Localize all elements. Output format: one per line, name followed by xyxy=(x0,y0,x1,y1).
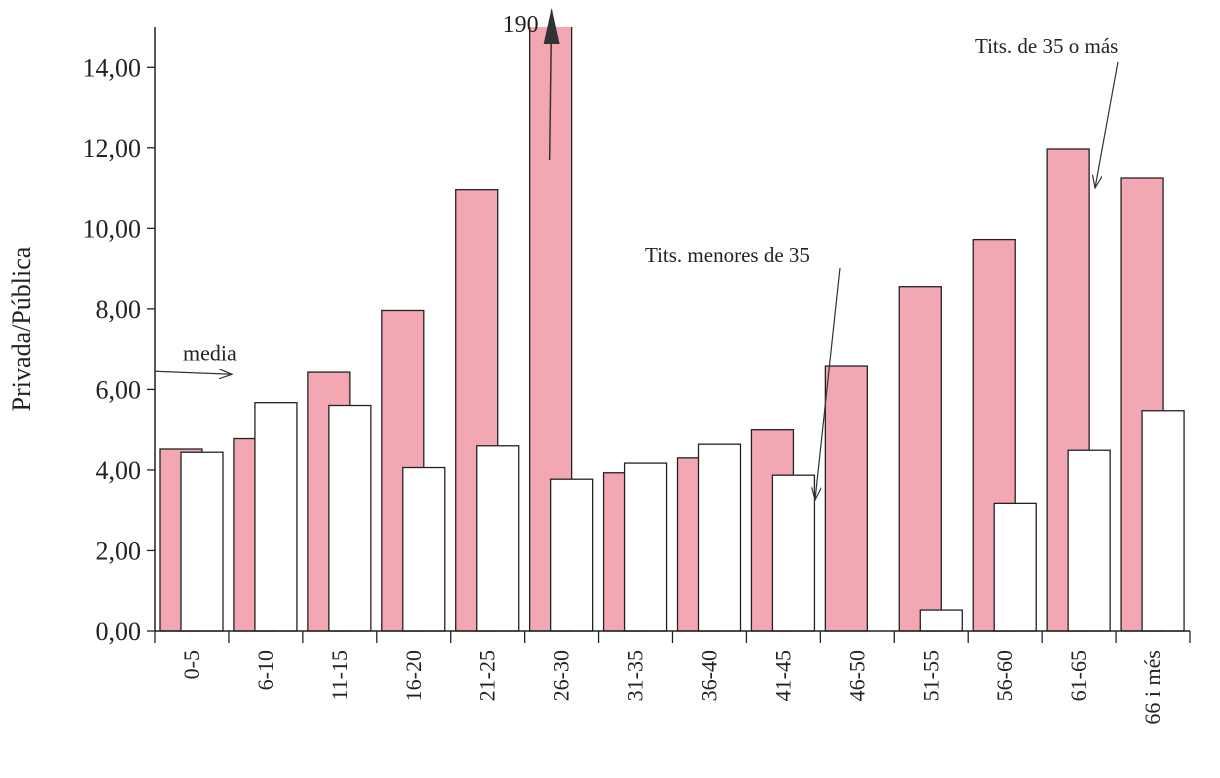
annotation-arrow xyxy=(1095,61,1119,188)
x-tick-label: 11-15 xyxy=(327,650,352,701)
mean-label: media xyxy=(183,340,237,365)
x-tick-label: 36-40 xyxy=(696,650,721,701)
bar xyxy=(771,474,816,632)
plot-area xyxy=(159,27,1185,632)
x-tick-label: 6-10 xyxy=(253,650,278,690)
offscale-arrow xyxy=(543,8,560,161)
y-tick-label: 12,00 xyxy=(83,134,142,163)
bar xyxy=(402,466,446,632)
y-tick-label: 0,00 xyxy=(96,617,142,646)
y-tick-label: 4,00 xyxy=(96,456,142,485)
x-tick-label: 51-55 xyxy=(918,650,943,701)
bar xyxy=(1141,410,1185,632)
x-tick-label: 26-30 xyxy=(549,650,574,701)
bar xyxy=(993,502,1037,632)
bar xyxy=(254,402,298,632)
bar xyxy=(919,609,963,632)
y-tick-label: 2,00 xyxy=(96,536,142,565)
y-tick-label: 14,00 xyxy=(83,53,142,82)
bar xyxy=(1067,449,1111,632)
x-tick-label: 41-45 xyxy=(770,650,795,701)
y-tick-label: 8,00 xyxy=(96,295,142,324)
bar xyxy=(328,404,372,632)
bar xyxy=(180,451,224,632)
bar xyxy=(697,443,742,632)
value-label: 190 xyxy=(503,12,539,38)
y-tick-label: 10,00 xyxy=(83,214,142,243)
x-tick-label: 56-60 xyxy=(992,650,1017,701)
mean-arrow xyxy=(154,371,232,374)
x-tick-label: 66 i més xyxy=(1140,650,1165,725)
x-tick-label: 16-20 xyxy=(401,650,426,701)
bar xyxy=(476,445,520,632)
x-tick-label: 46-50 xyxy=(844,650,869,701)
bar xyxy=(898,286,942,632)
bar xyxy=(824,365,869,632)
bar xyxy=(549,478,594,632)
x-tick-label: 61-65 xyxy=(1066,650,1091,701)
annotation-arrow xyxy=(815,267,841,500)
y-axis-label: Privada/Pública xyxy=(7,246,36,411)
series-annotation: Tits. de 35 o más xyxy=(975,34,1118,58)
x-tick-label: 21-25 xyxy=(475,650,500,701)
bar xyxy=(623,462,668,632)
series-annotation: Tits. menores de 35 xyxy=(645,243,810,267)
x-tick-label: 0-5 xyxy=(179,650,204,679)
x-tick-label: 31-35 xyxy=(623,650,648,701)
y-tick-label: 6,00 xyxy=(96,375,142,404)
